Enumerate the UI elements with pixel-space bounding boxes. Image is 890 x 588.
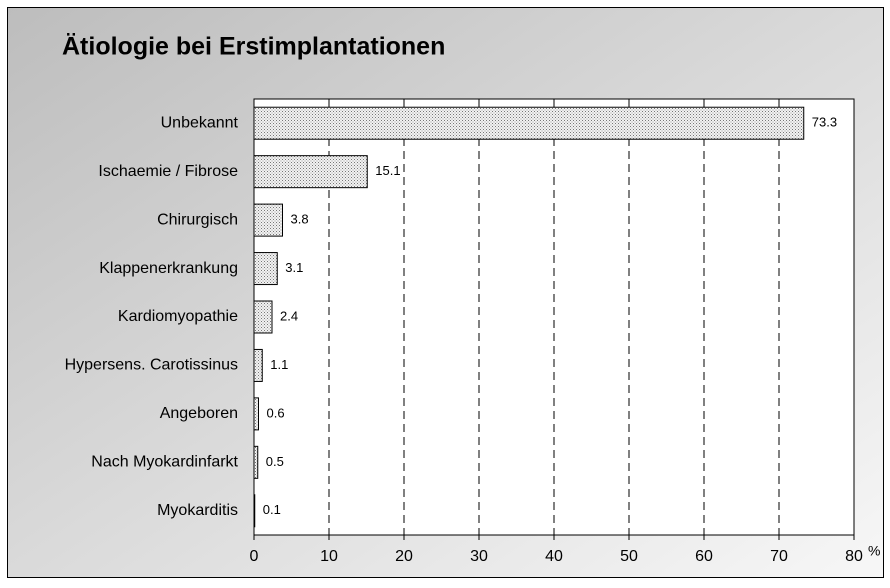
bar [253,106,805,140]
y-tick-label: Myokarditis [157,502,238,519]
x-tick-label: 10 [320,548,338,565]
value-label: 0.1 [263,502,281,517]
y-tick-label: Chirurgisch [157,211,238,228]
y-tick-label: Angeboren [160,405,238,422]
value-label: 3.8 [291,212,309,227]
bar [253,445,259,479]
value-label: 1.1 [270,357,288,372]
x-axis-unit: % [868,543,880,559]
y-tick-label: Hypersens. Carotissinus [65,357,238,374]
y-tick-label: Kardiomyopathie [118,308,238,325]
value-label: 73.3 [812,115,837,130]
value-label: 0.6 [267,405,285,420]
value-label: 0.5 [266,454,284,469]
chart-title: Ätiologie bei Erstimplantationen [62,33,445,61]
x-tick-label: 40 [545,548,563,565]
bar [253,348,263,382]
bar [253,397,259,431]
y-tick-label: Ischaemie / Fibrose [98,163,238,180]
bar [253,252,278,286]
x-tick-label: 70 [770,548,788,565]
x-tick-label: 0 [250,548,259,565]
x-tick-label: 80 [845,548,863,565]
x-tick-label: 60 [695,548,713,565]
bar [253,494,256,528]
value-label: 15.1 [375,163,400,178]
value-label: 2.4 [280,308,298,323]
bar [253,300,273,334]
x-tick-label: 50 [620,548,638,565]
bar [253,203,283,237]
x-tick-label: 30 [470,548,488,565]
value-label: 3.1 [285,260,303,275]
bar [253,155,368,189]
y-tick-label: Unbekannt [161,114,239,131]
x-tick-label: 20 [395,548,413,565]
y-tick-label: Nach Myokardinfarkt [91,454,238,471]
y-tick-label: Klappenerkrankung [99,260,238,277]
